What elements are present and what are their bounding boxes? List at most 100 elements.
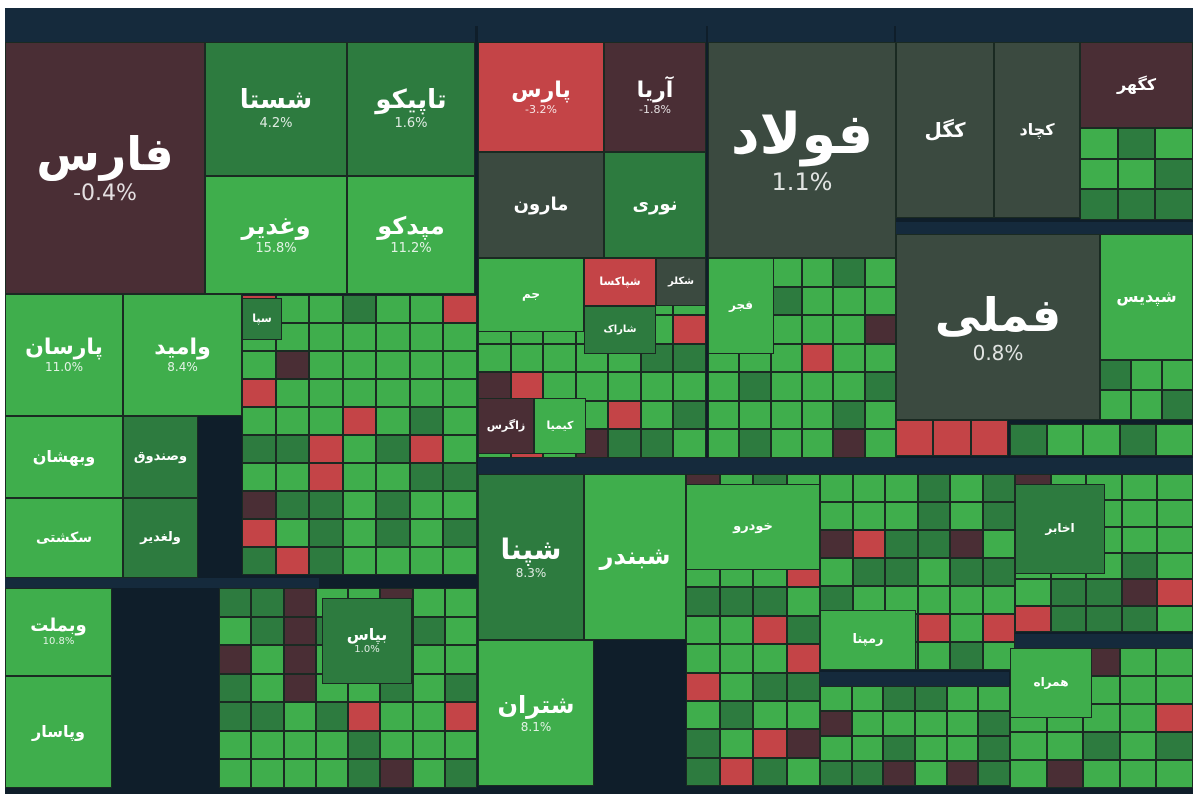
stock-tile-small [275,379,310,407]
stock-tile-small [851,711,884,736]
stock-tile: وامید 8.4% [123,294,242,416]
stock-tile-small [275,519,310,547]
stock-tile-small [820,761,852,786]
stock-tile-small [309,435,343,463]
stock-tile-small [883,711,915,736]
stock-tile-small [409,407,444,435]
stock-tile-small [1157,526,1193,553]
stock-tile-small [315,702,348,731]
stock-tile-small [820,502,853,530]
stock-tile: وصندوق [123,416,198,498]
stock-tile-small [1121,605,1158,632]
stock-tile-small [412,588,445,617]
stock-tile-small [1010,424,1047,456]
stock-tile-small [917,558,950,586]
stock-tile-small [833,286,865,316]
stock-tile-small [283,702,316,731]
stock-tile-small [242,435,276,463]
stock-tile-small [342,323,377,351]
stock-tile: مپدکو 11.2% [347,176,475,294]
stock-tile-small [820,586,853,614]
stock-tile-small [443,519,477,547]
stock-tile-small [242,351,276,379]
stock-change: -1.8% [639,103,671,117]
stock-tile-small [275,491,310,519]
stock-tile-small [1046,760,1084,788]
stock-change: 1.1% [771,167,833,196]
stock-tile: آریا -1.8% [604,42,706,152]
stock-tile-small [376,379,410,407]
stock-tile-small [309,463,343,491]
stock-tile-small [917,586,950,614]
stock-tile-small [1119,760,1157,788]
stock-name: بپاس [346,624,388,644]
stock-name: کگهر [1116,74,1157,94]
stock-tile-small [444,702,477,731]
stock-tile-small [443,323,477,351]
stock-tile-small [1157,605,1193,632]
stock-tile-small [686,729,720,758]
stock-tile-small [753,757,787,786]
stock-tile-small [1010,760,1047,788]
stock-tile-small [885,502,918,530]
stock-tile: وغدیر 15.8% [205,176,347,294]
stock-tile-small [1156,676,1193,704]
stock-tile-small [309,407,343,435]
stock-tile-small [719,587,753,616]
stock-tile-small [753,644,787,673]
stock-name: جم [521,287,541,302]
stock-tile-small [1080,158,1118,190]
stock-tile-small [864,429,896,458]
stock-tile-small [443,407,477,435]
stock-tile-small [946,711,979,736]
stock-tile-small [1162,360,1193,390]
stock-tile-small [820,736,852,761]
stock-tile-small [342,519,377,547]
stock-tile-small [719,615,753,645]
stock-tile-small [852,586,885,614]
stock-tile-small [1010,732,1047,760]
stock-name: وبملت [30,614,87,636]
stock-tile-small [802,343,834,373]
stock-tile-small [1119,704,1157,732]
stock-name: فارس [36,127,174,182]
stock-tile-small [982,530,1015,558]
stock-tile-small [443,491,477,519]
stock-tile-small [950,558,983,586]
stock-change: 11.0% [44,360,84,375]
stock-tile-small [348,702,381,731]
stock-tile-small [915,686,947,711]
sector-header-3 [708,26,894,42]
stock-change: -0.4% [73,181,137,207]
stock-tile-small [242,547,276,575]
sector-header-9 [819,672,1009,686]
stock-name: شستا [239,85,313,116]
stock-tile-small [833,315,865,344]
stock-tile-small [1156,760,1193,788]
stock-tile-small [412,730,445,760]
stock-tile-small [786,644,820,673]
stock-tile-small [1080,189,1118,220]
stock-tile: تاپیکو 1.6% [347,42,475,176]
stock-tile-small [833,343,865,373]
stock-tile-small [1131,390,1162,420]
stock-tile-small [982,614,1015,642]
stock-tile-small [739,400,771,430]
sector-header-6 [478,458,1193,474]
stock-tile-small [950,474,983,502]
stock-tile-small [719,757,753,786]
stock-tile-small [219,673,252,703]
stock-tile-small [409,379,444,407]
stock-tile: شکلر [656,258,706,306]
stock-tile-small [510,343,544,373]
stock-tile: فولاد 1.1% [708,42,896,258]
stock-tile-small [786,700,820,730]
stock-tile-small [978,711,1010,736]
stock-tile-small [851,736,884,761]
stock-tile-small [275,407,310,435]
stock-tile: شستا 4.2% [205,42,347,176]
stock-tile: سکشتی [5,498,123,578]
stock-tile: وبهشان [5,416,123,498]
stock-tile-small [1121,474,1158,501]
stock-change: -3.2% [525,103,557,117]
